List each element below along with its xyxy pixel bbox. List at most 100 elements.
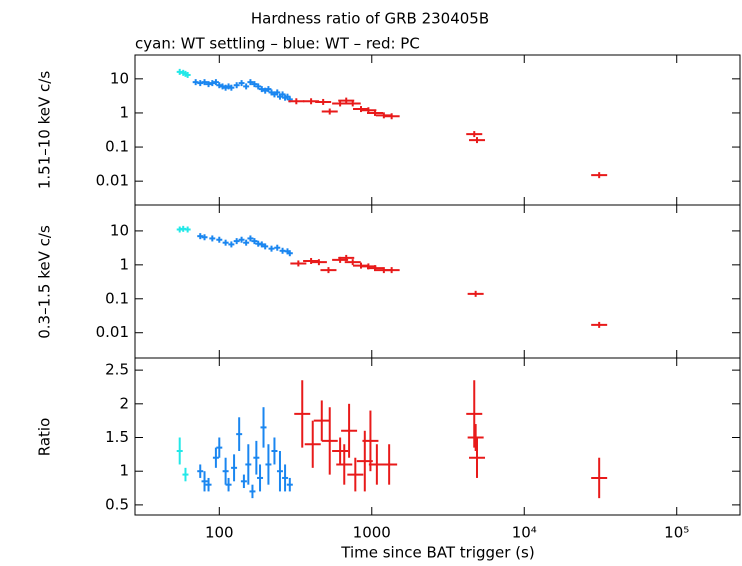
data-point: [258, 241, 265, 248]
data-point: [265, 86, 272, 93]
x-axis-label: Time since BAT trigger (s): [340, 544, 534, 562]
data-point: [310, 259, 327, 266]
data-point: [201, 471, 208, 492]
data-point: [233, 82, 240, 89]
data-point: [469, 137, 486, 144]
data-point: [344, 259, 361, 266]
data-point: [274, 244, 281, 251]
data-point: [344, 100, 361, 107]
y-tick-label: 10: [110, 221, 129, 239]
y-tick-label: 10: [110, 69, 129, 87]
data-point: [257, 464, 264, 492]
y-axis-label: 1.51–10 keV c/s: [36, 71, 54, 189]
data-point: [197, 464, 204, 478]
data-point: [182, 467, 189, 482]
y-tick-label: 0.1: [105, 289, 129, 307]
data-point: [216, 437, 223, 458]
data-point: [469, 437, 486, 478]
data-point: [320, 267, 337, 274]
data-point: [282, 464, 289, 492]
data-point: [591, 457, 608, 499]
y-tick-label: 1: [119, 462, 129, 480]
y-tick-label: 1.5: [105, 428, 129, 446]
data-point: [338, 254, 355, 261]
chart-title: Hardness ratio of GRB 230405B: [251, 10, 489, 28]
plot-frame: [134, 357, 741, 516]
data-point: [219, 83, 226, 90]
data-point: [367, 265, 384, 272]
data-point: [209, 235, 216, 242]
data-point: [212, 79, 219, 86]
data-point: [243, 239, 250, 246]
data-point: [225, 477, 232, 492]
data-point: [321, 407, 338, 475]
data-point: [233, 238, 240, 245]
data-point: [271, 437, 278, 465]
data-point: [294, 380, 311, 448]
data-point: [276, 450, 283, 492]
data-point: [279, 91, 286, 98]
data-point: [222, 239, 229, 246]
data-point: [184, 71, 191, 78]
data-point: [197, 233, 204, 240]
data-point: [381, 444, 398, 485]
x-tick-label: 10⁴: [512, 524, 537, 542]
data-point: [286, 477, 293, 492]
plot-frame: [134, 54, 741, 206]
data-point: [262, 243, 269, 250]
data-point: [304, 420, 321, 468]
y-axis-label: Ratio: [36, 418, 54, 457]
data-point: [288, 98, 305, 105]
data-point: [591, 172, 608, 179]
data-point: [216, 82, 223, 89]
data-point: [286, 250, 293, 257]
data-point: [251, 238, 258, 245]
y-tick-label: 1: [119, 103, 129, 121]
y-tick-label: 0.5: [105, 495, 129, 513]
data-point: [383, 113, 400, 120]
data-point: [240, 474, 247, 489]
data-point: [184, 226, 191, 233]
data-point: [212, 447, 219, 468]
chart-subtitle: cyan: WT settling – blue: WT – red: PC: [135, 35, 420, 53]
data-point: [228, 241, 235, 248]
x-tick-label: 100: [205, 524, 234, 542]
data-point: [315, 98, 332, 105]
data-point: [260, 407, 267, 448]
data-point: [467, 424, 484, 451]
x-tick-label: 10⁵: [664, 524, 689, 542]
data-point: [228, 84, 235, 91]
y-tick-label: 0.01: [96, 172, 129, 190]
data-point: [591, 321, 608, 328]
data-point: [290, 260, 307, 267]
data-point: [247, 235, 254, 242]
data-point: [247, 79, 254, 86]
y-tick-label: 2: [119, 394, 129, 412]
data-point: [245, 444, 252, 485]
data-point: [467, 290, 484, 297]
data-point: [313, 400, 330, 441]
data-point: [216, 236, 223, 243]
data-point: [321, 108, 338, 115]
data-point: [383, 267, 400, 274]
data-point: [367, 109, 384, 116]
data-point: [265, 444, 272, 485]
plot-frame: [134, 204, 741, 359]
data-point: [243, 83, 250, 90]
data-point: [201, 234, 208, 241]
data-point: [205, 81, 212, 88]
data-point: [255, 83, 262, 90]
data-point: [347, 457, 364, 492]
data-point: [249, 484, 256, 499]
data-point: [362, 410, 379, 472]
data-point: [332, 437, 349, 465]
data-point: [336, 444, 353, 485]
data-point: [341, 403, 358, 458]
data-point: [205, 477, 212, 492]
x-tick-label: 1000: [353, 524, 391, 542]
data-point: [222, 457, 229, 485]
y-axis-label: 0.3–1.5 keV c/s: [36, 225, 54, 339]
data-point: [238, 236, 245, 243]
